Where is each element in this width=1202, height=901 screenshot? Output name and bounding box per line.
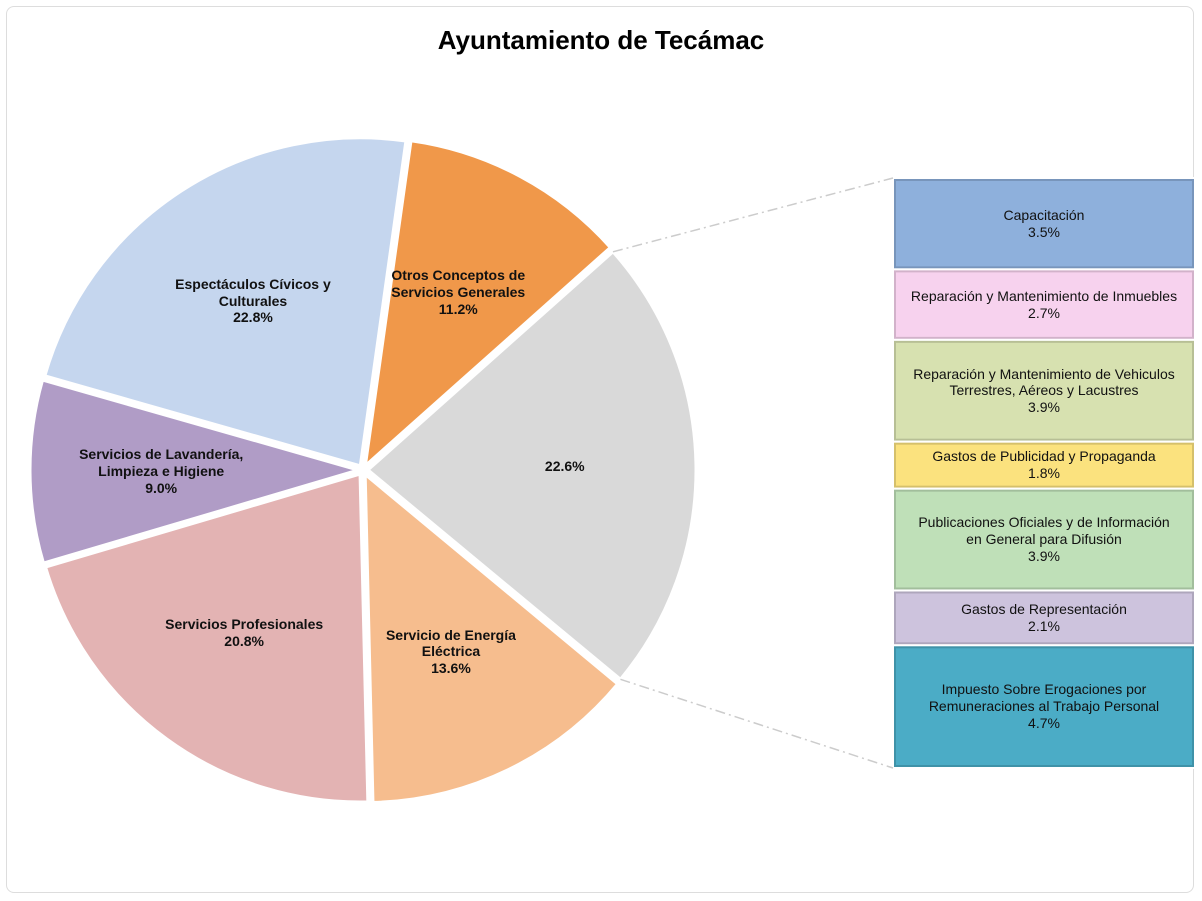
slice-label: 22.6% <box>470 458 660 475</box>
bar-label: Gastos de Representación 2.1% <box>909 590 1179 645</box>
bar-name: Gastos de Representación <box>961 601 1127 618</box>
pie-slice <box>363 139 613 470</box>
bar-name: Reparación y Mantenimiento de Inmuebles <box>910 287 1178 304</box>
bar-edge <box>894 179 1194 269</box>
breakdown-bar <box>892 644 1196 770</box>
bar-label: Impuesto Sobre Erogaciones por Remunerac… <box>909 645 1179 768</box>
bar-edge <box>894 442 1194 488</box>
bar-value: 3.9% <box>1028 547 1060 564</box>
bar-label: Publicaciones Oficiales y de Información… <box>909 489 1179 591</box>
bar-edge <box>894 489 1194 590</box>
bar-label: Capacitación 3.5% <box>909 178 1179 269</box>
slice-value: 13.6% <box>431 660 471 677</box>
pie-slice <box>43 472 370 804</box>
slice-value: 9.0% <box>145 479 178 496</box>
slice-value: 22.8% <box>233 309 273 326</box>
bar-name: Impuesto Sobre Erogaciones por Remunerac… <box>928 681 1160 715</box>
breakdown-bar <box>892 589 1196 647</box>
bar-label: Gastos de Publicidad y Propaganda 1.8% <box>909 442 1179 489</box>
slice-value: 20.8% <box>224 632 264 649</box>
connector <box>612 177 894 253</box>
bar-edge <box>894 340 1194 441</box>
slice-name: Servicio de Energía Eléctrica <box>385 626 516 660</box>
bar-value: 2.7% <box>1028 304 1060 321</box>
slice-name: Otros Conceptos de Servicios Generales <box>391 267 526 300</box>
slice-label: Espectáculos Cívicos y Culturales 22.8% <box>158 276 348 326</box>
slice-label: Servicios de Lavandería, Limpieza e Higi… <box>66 446 256 496</box>
slice-name: Servicios de Lavandería, Limpieza e Higi… <box>79 445 244 479</box>
slice-value: 11.2% <box>438 300 478 317</box>
breakdown-bar <box>892 487 1196 592</box>
slice-name: Servicios Profesionales <box>165 616 324 633</box>
pie-slice <box>365 249 698 682</box>
connector <box>620 678 894 769</box>
bar-value: 3.9% <box>1028 399 1060 416</box>
pie-slice <box>42 136 408 468</box>
slice-label: Servicios Profesionales 20.8% <box>149 616 339 650</box>
bar-label: Reparación y Mantenimiento de Vehiculos … <box>909 340 1179 442</box>
bar-value: 1.8% <box>1028 465 1060 482</box>
bar-name: Publicaciones Oficiales y de Información… <box>918 514 1170 548</box>
bar-value: 2.1% <box>1028 617 1060 634</box>
bar-edge <box>894 646 1194 768</box>
bar-name: Gastos de Publicidad y Propaganda <box>932 448 1156 465</box>
bar-label: Reparación y Mantenimiento de Inmuebles 2… <box>909 269 1179 339</box>
pie-slice <box>363 471 620 804</box>
pie-slice <box>28 378 364 565</box>
breakdown-bar <box>892 268 1196 341</box>
bar-name: Reparación y Mantenimiento de Vehiculos … <box>913 365 1175 399</box>
bar-value: 3.5% <box>1028 223 1060 240</box>
slice-name: Espectáculos Cívicos y Culturales <box>175 275 331 309</box>
chart-title: Ayuntamiento de Tecámac <box>438 25 765 55</box>
bar-name: Capacitación <box>1003 206 1085 223</box>
slice-label: Otros Conceptos de Servicios Generales 11… <box>363 267 553 317</box>
bar-value: 4.7% <box>1028 715 1060 732</box>
breakdown-bar <box>892 338 1196 443</box>
slice-value: 22.6% <box>544 457 585 474</box>
bar-edge <box>894 270 1194 339</box>
slice-label: Servicio de Energía Eléctrica 13.6% <box>356 627 546 677</box>
bar-edge <box>894 591 1194 645</box>
